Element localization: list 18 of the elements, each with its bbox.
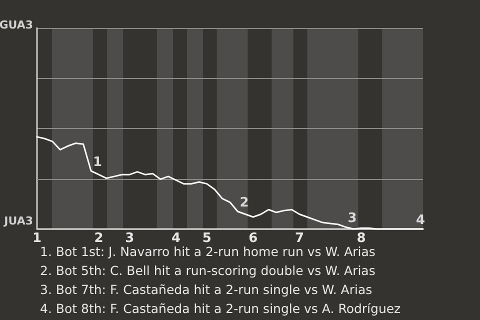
annotation: 3 (348, 211, 357, 226)
annotation: 1 (93, 154, 102, 170)
x-tick-label: 3 (125, 231, 134, 246)
x-tick-label: 2 (94, 231, 104, 246)
text: GUA3 (0, 18, 33, 32)
text: JUA3 (3, 214, 33, 228)
x-tick-label: 7 (294, 231, 304, 246)
annotation: 2 (240, 195, 249, 210)
text: 4. Bot 8th: F. Castañeda hit a 2-run single vs A. Rodríguez (40, 301, 402, 316)
text: 3. Bot 7th: F. Castañeda hit a 2-run single vs W. Arias (40, 282, 372, 297)
x-tick-label: 1 (32, 231, 42, 246)
annotation: 4 (416, 213, 425, 228)
x-tick-label: 4 (171, 231, 180, 246)
x-tick-label: 5 (202, 231, 212, 246)
x-tick-label: 6 (248, 231, 258, 246)
text: 1. Bot 1st: J. Navarro hit a 2-run home run vs W. Arias (40, 244, 376, 259)
text: 2. Bot 5th: C. Bell hit a run-scoring double vs W. Arias (40, 263, 376, 278)
x-tick-label: 8 (356, 231, 366, 246)
